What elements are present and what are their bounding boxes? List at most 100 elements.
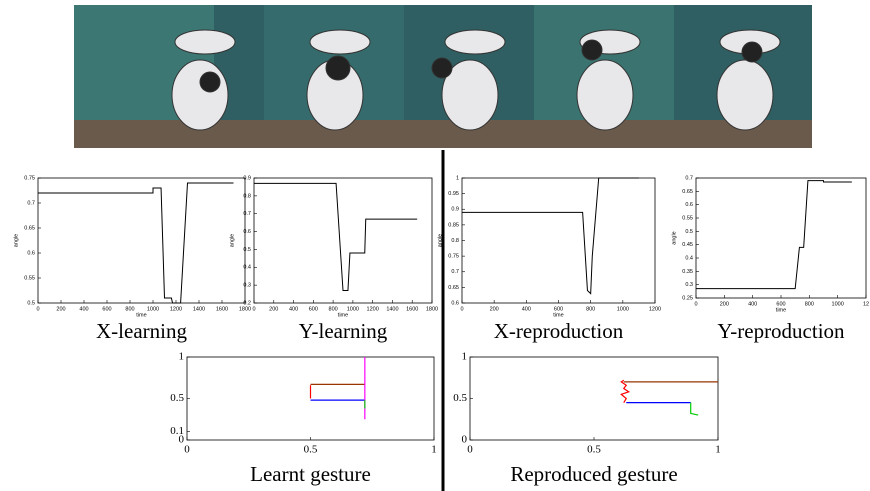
- x-tick-label: 1200: [170, 306, 182, 312]
- x-tick-label: 600: [102, 306, 111, 312]
- y-tick-label: 0.5: [685, 229, 693, 235]
- photo-strip: [74, 5, 812, 148]
- x-tick-label: 1200: [367, 306, 379, 312]
- y-tick-label: 1: [179, 351, 185, 363]
- y-tick-label: 0.5: [453, 392, 467, 404]
- y-tick-label: 0.2: [243, 300, 251, 306]
- x-tick-label: 0: [694, 301, 697, 307]
- y-axis-label: angle: [437, 234, 443, 247]
- caption: Y-reproduction: [717, 319, 845, 343]
- plot-frame: [37, 177, 246, 304]
- x-tick-label: 200: [720, 301, 729, 307]
- y-tick-label: 0.85: [448, 222, 459, 228]
- x-tick-label: 1600: [406, 306, 418, 312]
- y-tick-label: 0.75: [448, 254, 459, 260]
- y-tick-label: 0.55: [24, 275, 35, 281]
- y-tick-label: 0.7: [27, 200, 35, 206]
- x-axis-label: time: [136, 312, 146, 318]
- y-tick-label: 0.45: [682, 242, 693, 248]
- gesture-line: [620, 379, 631, 403]
- x-tick-label: 1000: [617, 306, 629, 312]
- data-line: [696, 180, 852, 290]
- caption: Learnt gesture: [250, 462, 371, 486]
- y-tick-label: 0.6: [451, 300, 459, 306]
- plot-frame: [695, 177, 867, 299]
- x-tick-label: 12: [863, 301, 869, 307]
- x-tick-label: 1800: [426, 306, 438, 312]
- caption: X-reproduction: [494, 319, 624, 343]
- x-tick-label: 200: [490, 306, 499, 312]
- plot-frame: [253, 177, 433, 304]
- y-tick-label: 0.7: [451, 269, 459, 275]
- x-tick-label: 1000: [347, 306, 359, 312]
- y-axis-label: angle: [671, 231, 677, 244]
- y-tick-label: 0.1: [170, 425, 184, 437]
- x-tick-label: 1: [715, 444, 721, 456]
- y-tick-label: 0.65: [448, 285, 459, 291]
- caption: X-learning: [96, 319, 187, 343]
- y-axis-label: angle: [13, 234, 19, 247]
- x-tick-label: 1400: [386, 306, 398, 312]
- x-tick-label: 600: [309, 306, 318, 312]
- x-tick-label: 600: [554, 306, 563, 312]
- y-tick-label: 0.3: [243, 283, 251, 289]
- y-tick-label: 1: [462, 351, 468, 363]
- data-line: [38, 182, 234, 304]
- x-tick-label: 800: [125, 306, 134, 312]
- caption: Reproduced gesture: [510, 462, 677, 486]
- y-tick-label: 0.6: [243, 229, 251, 235]
- x-tick-label: 800: [586, 306, 595, 312]
- y-tick-label: 0.75: [24, 175, 35, 181]
- x-tick-label: 1: [431, 444, 437, 456]
- y-tick-label: 0.7: [243, 211, 251, 217]
- x-tick-label: 800: [805, 301, 814, 307]
- data-line: [254, 182, 418, 291]
- x-tick-label: 1000: [147, 306, 159, 312]
- y-tick-label: 0.95: [448, 191, 459, 197]
- x-axis-label: time: [338, 312, 348, 318]
- x-tick-label: 200: [269, 306, 278, 312]
- x-tick-label: 0: [36, 306, 39, 312]
- x-tick-label: 0.5: [587, 444, 601, 456]
- x-tick-label: 0: [184, 444, 190, 456]
- x-tick-label: 1200: [649, 306, 661, 312]
- y-tick-label: 0.55: [682, 215, 693, 221]
- y-tick-label: 0.5: [27, 300, 35, 306]
- y-tick-label: 0.65: [682, 189, 693, 195]
- y-tick-label: 0.4: [243, 265, 251, 271]
- x-tick-label: 1000: [832, 301, 844, 307]
- y-tick-label: 0.6: [685, 202, 693, 208]
- y-tick-label: 0.4: [685, 255, 693, 261]
- x-tick-label: 400: [748, 301, 757, 307]
- x-axis-label: time: [776, 307, 786, 313]
- y-tick-label: 0.7: [685, 175, 693, 181]
- y-axis-label: angle: [229, 234, 235, 247]
- caption: Y-learning: [299, 319, 388, 343]
- x-tick-label: 600: [776, 301, 785, 307]
- x-tick-label: 0: [252, 306, 255, 312]
- x-tick-label: 800: [329, 306, 338, 312]
- y-tick-label: 0.5: [170, 392, 184, 404]
- gesture-line: [690, 402, 699, 416]
- x-tick-label: 1800: [239, 306, 251, 312]
- y-tick-label: 0.65: [24, 225, 35, 231]
- y-tick-label: 0.6: [27, 250, 35, 256]
- x-tick-label: 0: [467, 444, 473, 456]
- x-tick-label: 400: [522, 306, 531, 312]
- x-tick-label: 400: [79, 306, 88, 312]
- x-tick-label: 0.5: [304, 444, 318, 456]
- x-axis-label: time: [553, 312, 563, 318]
- x-tick-label: 200: [56, 306, 65, 312]
- y-tick-label: 0.9: [243, 175, 251, 181]
- y-tick-label: 0: [462, 434, 468, 446]
- plot-frame: [461, 177, 656, 304]
- y-tick-label: 0.25: [682, 295, 693, 301]
- y-tick-label: 0.8: [451, 238, 459, 244]
- y-tick-label: 0.5: [243, 247, 251, 253]
- data-line: [462, 177, 639, 295]
- x-tick-label: 1600: [216, 306, 228, 312]
- y-tick-label: 0: [179, 434, 185, 446]
- y-tick-label: 0.35: [682, 269, 693, 275]
- y-tick-label: 1: [456, 175, 459, 181]
- y-tick-label: 0.9: [451, 207, 459, 213]
